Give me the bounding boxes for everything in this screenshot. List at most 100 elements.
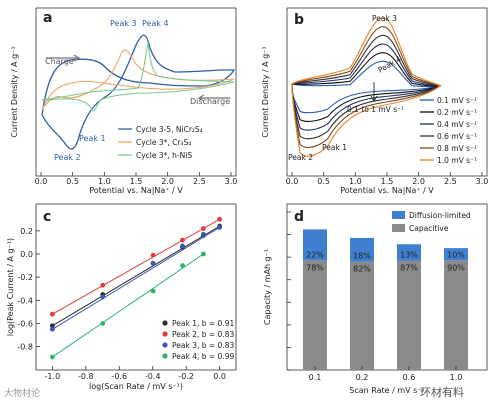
panel-c-point <box>180 237 185 243</box>
panel-a-xtick-label: 0.5 <box>66 177 79 186</box>
panel-b-peak2-label: Peak 2 <box>288 153 313 162</box>
panel-c-xtick-label: -0.8 <box>78 372 94 381</box>
panel-c-point <box>180 243 185 249</box>
panel-a: a Current Density / A g⁻¹ Potential vs. … <box>10 7 237 195</box>
panel-d-ylabel: Capacity / mAh g⁻¹ <box>263 249 272 325</box>
panel-b-curves <box>291 17 443 157</box>
panel-c-point <box>100 321 106 326</box>
panel-b-ylabel: Current Density / A g⁻¹ <box>261 46 270 137</box>
panel-b-xtick-label: 1.5 <box>381 177 394 186</box>
panel-c-fit-line <box>52 226 220 330</box>
panel-d-pct-capacitive: 87% <box>400 264 418 273</box>
panel-a-curve-hnis <box>41 41 235 112</box>
panel-a-charge-arrow <box>46 54 81 62</box>
panel-c-point <box>100 294 106 300</box>
panel-c-point <box>150 260 156 266</box>
panel-b-rate-arrow <box>370 82 378 102</box>
panel-c-point <box>217 224 223 230</box>
panel-d-pct-capacitive: 82% <box>353 265 371 274</box>
panel-c-xtick-label: -0.4 <box>145 372 161 381</box>
panel-a-peak2-label: Peak 2 <box>54 153 81 162</box>
panel-d-bar-capacitive <box>350 261 374 370</box>
panel-b-legend-label: 0.8 mV s⁻¹ <box>437 144 477 153</box>
panel-b-legend-label: 0.6 mV s⁻¹ <box>437 132 477 141</box>
panel-b-curve-6 <box>291 17 441 157</box>
panel-a-legend-3: Cycle 3*, h-NiS <box>136 151 192 160</box>
panel-c-legend-marker <box>162 342 168 348</box>
panel-d-letter: d <box>294 209 304 225</box>
panel-b-peak3-label: Peak 3 <box>372 14 397 23</box>
panel-a-curves <box>41 34 236 150</box>
panel-d-pct-diffusion: 10% <box>447 250 465 259</box>
panel-c-ytick-label: 0.2 <box>20 227 33 236</box>
panel-b-legend-label: 0.4 mV s⁻¹ <box>437 120 477 129</box>
panel-c-legend-marker <box>162 331 168 337</box>
panel-a-xtick-label: 1.5 <box>130 177 143 186</box>
panel-c-ticks: -1.0 -0.8 -0.6 -0.4 -0.2 0.0 -0.8 -0.6 -0.4 -0.2 0… <box>17 227 226 381</box>
panel-c-ytick-label: -0.4 <box>17 296 33 305</box>
panel-c-ytick-label: 0.0 <box>20 250 33 259</box>
panel-b-xtick-label: 1.0 <box>349 177 362 186</box>
panel-b-xtick-label: 2.0 <box>412 177 425 186</box>
panel-c-legend-marker <box>162 320 168 326</box>
panel-b-xtick-label: 0.0 <box>286 177 299 186</box>
watermark-right: 环材有料 <box>420 385 464 399</box>
panel-a-xtick-label: 1.0 <box>98 177 111 186</box>
panel-d-legend-swatch-diffusion <box>392 211 405 219</box>
panel-d-pct-diffusion: 13% <box>400 251 418 260</box>
panel-c-point <box>150 288 156 294</box>
panel-d-bar-capacitive <box>303 260 327 370</box>
panel-a-legend: Cycle 3-5, NiCr₂S₄ Cycle 3*, Cr₃S₄ Cycle… <box>118 125 203 160</box>
panel-c-point <box>217 216 223 222</box>
panel-c-point <box>150 252 156 258</box>
panel-c-fit-line <box>52 253 204 358</box>
panel-c-legend: Peak 1, b = 0.91 Peak 2, b = 0.83 Peak 3, … <box>162 319 234 361</box>
panel-c-point <box>49 323 55 329</box>
panel-d-pct-diffusion: 22% <box>306 250 324 259</box>
panel-c-point <box>201 251 206 257</box>
panel-b-xtick-label: 0.5 <box>317 177 330 186</box>
panel-d-bar-diffusion <box>444 248 468 261</box>
panel-d-legend-diffusion: Diffusion-limited <box>409 211 471 220</box>
panel-b-legend-label: 0.1 mV s⁻¹ <box>437 96 477 105</box>
panel-a-legend-2: Cycle 3*, Cr₃S₄ <box>136 138 191 147</box>
panel-c-frame <box>35 203 237 371</box>
panel-a-annotations: Peak 3 Peak 4 Peak 1 Peak 2 Charge Disch… <box>45 19 230 162</box>
panel-b-letter: b <box>294 12 304 28</box>
panel-d-pct-capacitive: 90% <box>447 263 465 272</box>
panel-a-xtick-label: 0.0 <box>35 177 48 186</box>
panel-c-point <box>100 282 106 288</box>
panel-d: d Capacity / mAh g⁻¹ Scan Rate / mV s⁻¹ … <box>263 203 488 395</box>
panel-a-ylabel: Current Density / A g⁻¹ <box>10 46 19 137</box>
panel-b-xlabel: Potential vs. Na|Na⁺ / V <box>340 186 434 195</box>
panel-d-xtick-label: 0.1 <box>309 373 322 382</box>
panel-a-charge-label: Charge <box>45 57 74 66</box>
panel-d-xtick-label: 0.2 <box>356 373 369 382</box>
panel-c-xlabel: log(Scan Rate / mV s⁻¹) <box>89 382 183 391</box>
panel-a-letter: a <box>43 10 52 26</box>
panel-b-xticks: 0.0 0.5 1.0 1.5 2.0 2.5 3.0 <box>286 172 488 186</box>
panel-c-legend-label: Peak 3, b = 0.83 <box>172 341 234 350</box>
panel-a-legend-1: Cycle 3-5, NiCr₂S₄ <box>136 125 203 134</box>
panel-c-xtick-label: 0.0 <box>213 372 226 381</box>
panel-c-fit-line <box>52 218 220 315</box>
panel-d-legend-capacitive: Capacitive <box>409 224 449 233</box>
panel-c-legend-label: Peak 2, b = 0.83 <box>172 330 234 339</box>
panel-a-peak4-label: Peak 4 <box>142 19 169 28</box>
panel-b-peak1-label: Peak 1 <box>322 143 347 152</box>
panel-d-plot: 78% 22% 0.1 82% 18% 0.2 87% 13% 0.6 90% 10% 1.0 <box>287 211 468 382</box>
watermark-left: 大物材论 <box>4 387 40 399</box>
panel-c-xtick-label: -0.2 <box>178 372 194 381</box>
panel-c-legend-marker <box>162 353 168 359</box>
panel-d-xtick-label: 1.0 <box>450 373 463 382</box>
panel-c-point <box>49 326 55 332</box>
panel-c-point <box>201 231 206 237</box>
panel-a-xtick-label: 2.5 <box>193 177 206 186</box>
panel-b-xtick-label: 2.5 <box>444 177 457 186</box>
panel-a-xlabel: Potential vs. Na|Na⁺ / V <box>89 186 183 195</box>
panel-d-xtick-label: 0.6 <box>403 373 416 382</box>
panel-d-legend: Diffusion-limited Capacitive <box>392 211 471 233</box>
panel-a-xtick-label: 2.0 <box>161 177 174 186</box>
panel-b-curve-3 <box>291 43 443 131</box>
panel-b-curve-4 <box>291 34 441 140</box>
